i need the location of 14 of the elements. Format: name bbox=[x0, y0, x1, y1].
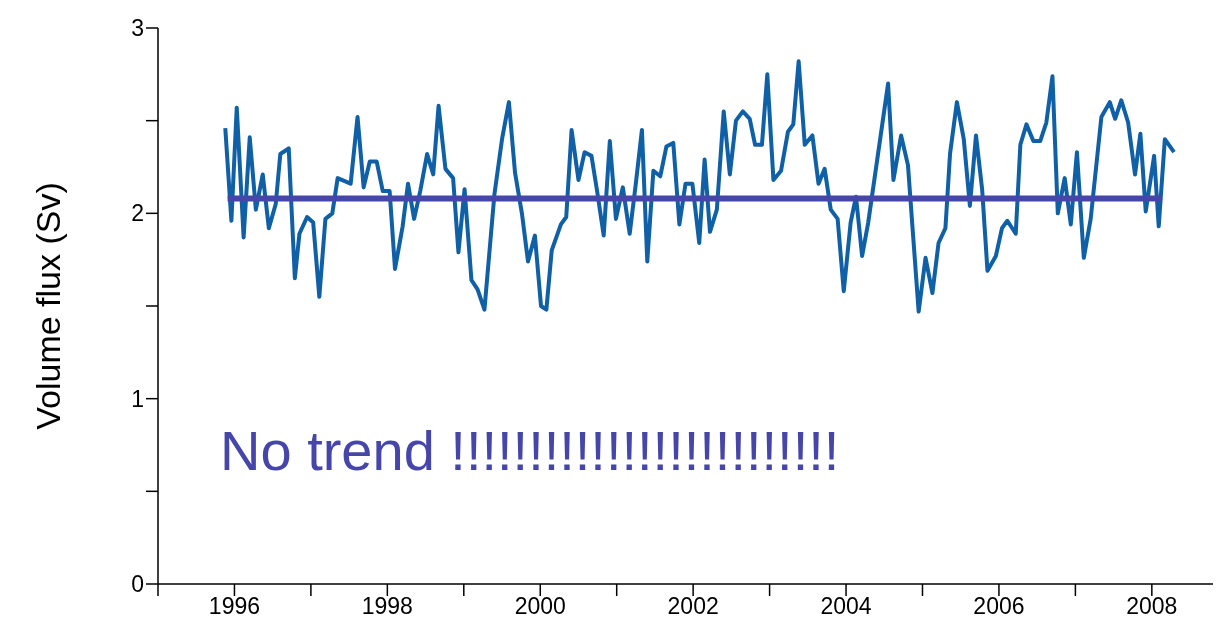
x-tick-label: 1996 bbox=[208, 593, 261, 620]
y-axis-title: Volume flux (Sv) bbox=[29, 182, 68, 430]
x-tick-label: 2000 bbox=[514, 593, 566, 620]
y-tick-label: 3 bbox=[131, 15, 144, 41]
x-tick-label: 2002 bbox=[667, 593, 719, 620]
x-tick-label: 1998 bbox=[361, 593, 413, 620]
y-tick-label: 2 bbox=[131, 200, 144, 227]
y-tick-label: 1 bbox=[131, 385, 144, 412]
annotation: No trend !!!!!!!!!!!!!!!!!!!!!!!!! bbox=[220, 418, 840, 483]
line-series bbox=[223, 59, 1177, 314]
y-tick-label: 0 bbox=[131, 571, 144, 597]
x-tick-label: 2008 bbox=[1126, 593, 1178, 620]
x-tick-label: 2004 bbox=[820, 593, 872, 620]
x-tick-label: 2006 bbox=[973, 593, 1025, 620]
